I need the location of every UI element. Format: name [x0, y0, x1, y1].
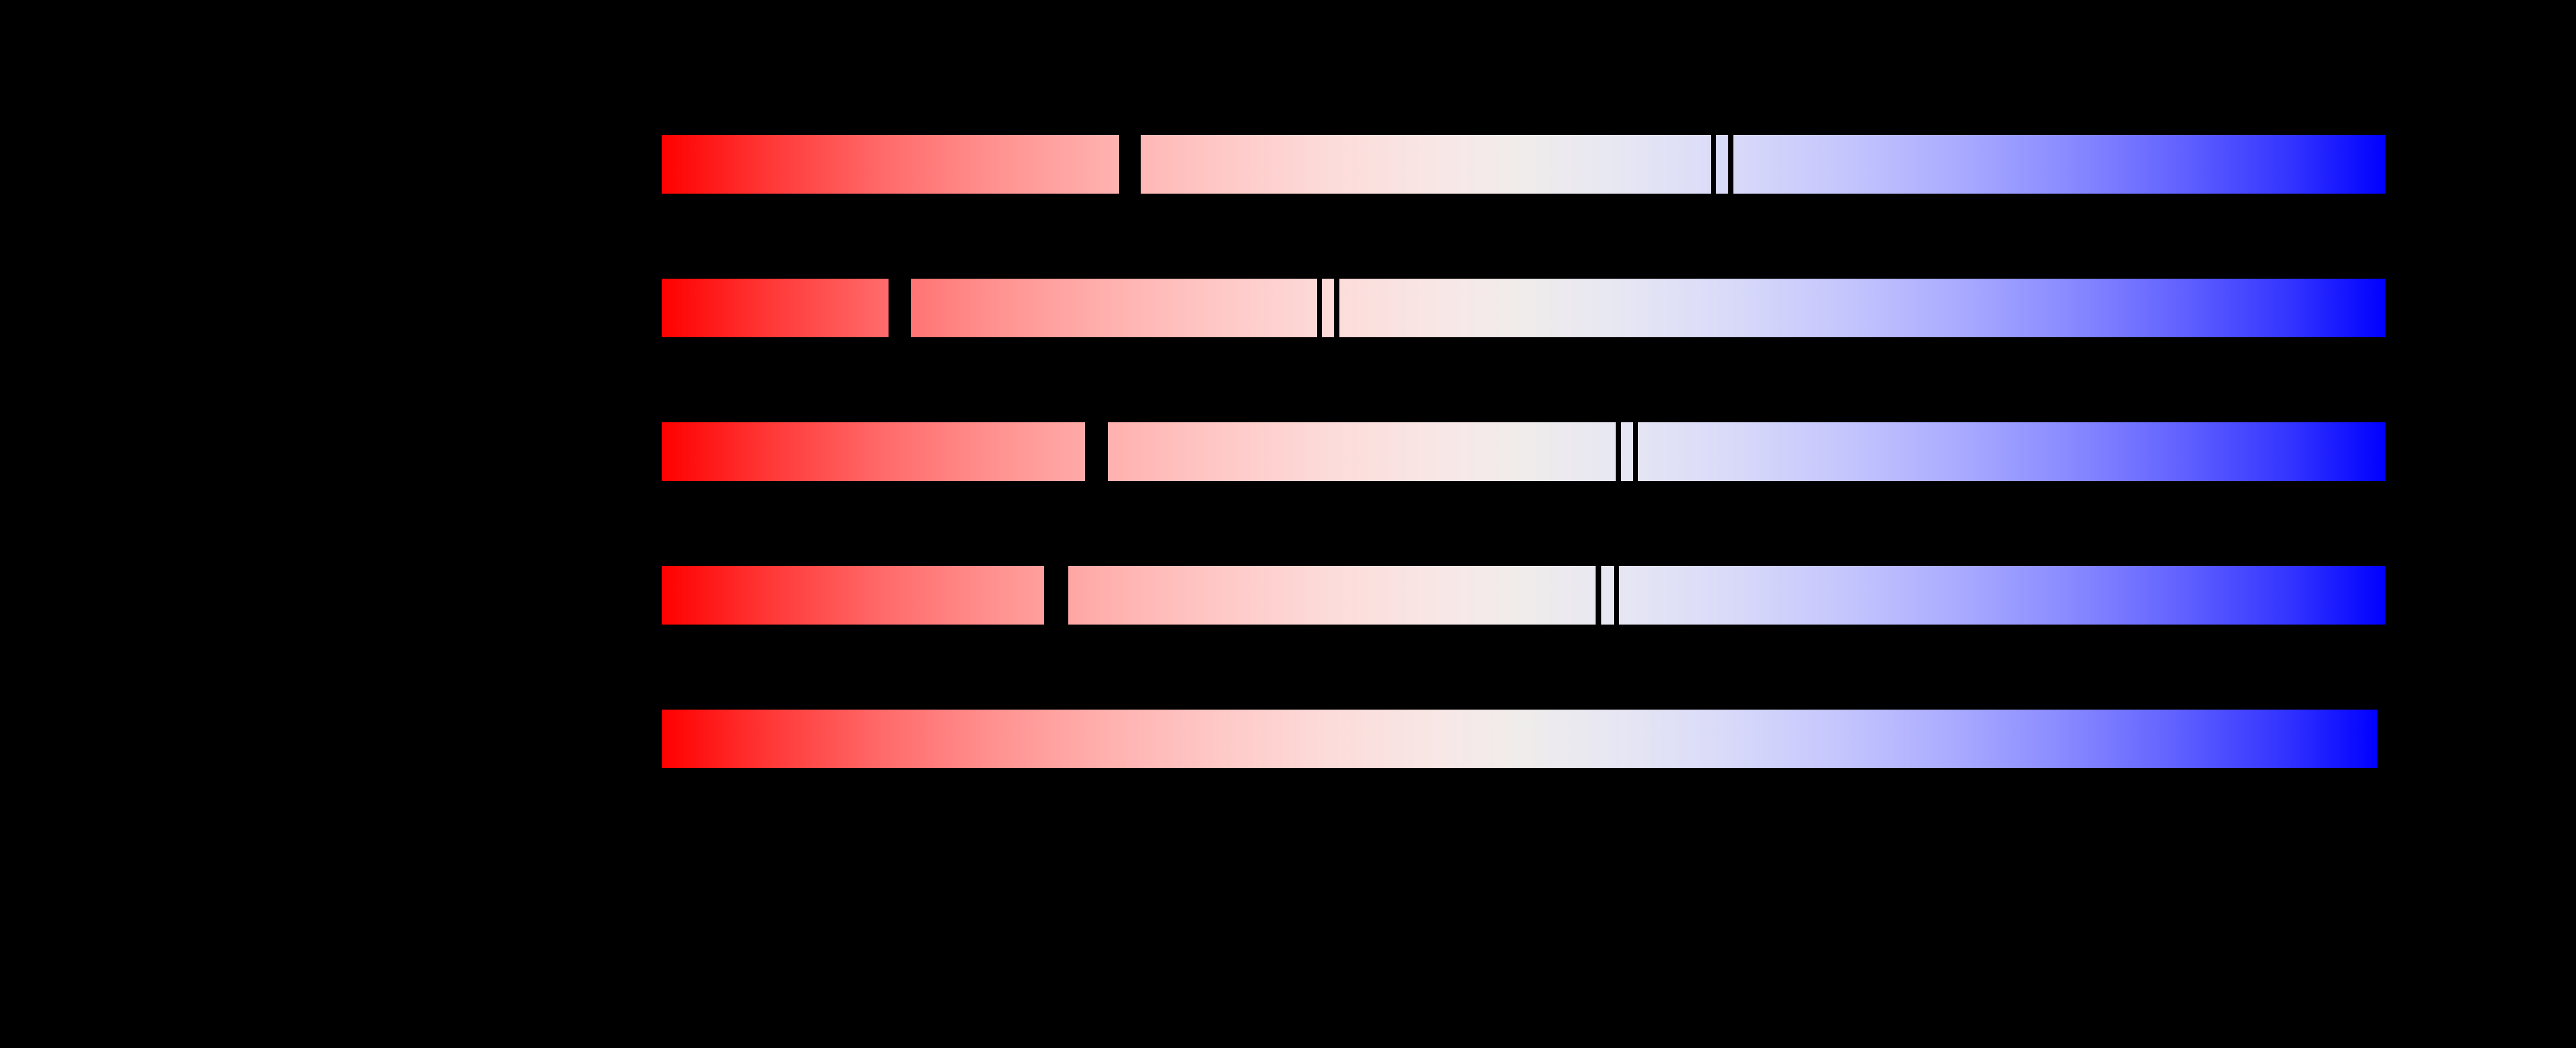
gradient-bar-row-2 — [662, 279, 2385, 337]
interval-marker-thin — [1334, 279, 1339, 337]
gradient-bar-row-4 — [662, 566, 2385, 625]
interval-marker-thick — [889, 279, 911, 337]
interval-marker-thin — [1633, 422, 1638, 481]
gradient-bar-row-5 — [662, 710, 2377, 768]
interval-marker-thick — [1119, 135, 1141, 194]
gradient-bar-row-3 — [662, 422, 2385, 481]
interval-marker-thin — [1596, 566, 1601, 625]
interval-marker-thin — [1711, 135, 1716, 194]
interval-marker-thick — [1044, 566, 1068, 625]
interval-marker-thin — [1614, 566, 1619, 625]
gradient-bar-row-1 — [662, 135, 2385, 194]
interval-marker-thin — [1616, 422, 1621, 481]
interval-marker-thick — [1085, 422, 1108, 481]
interval-marker-thin — [1317, 279, 1322, 337]
interval-marker-thin — [1728, 135, 1733, 194]
